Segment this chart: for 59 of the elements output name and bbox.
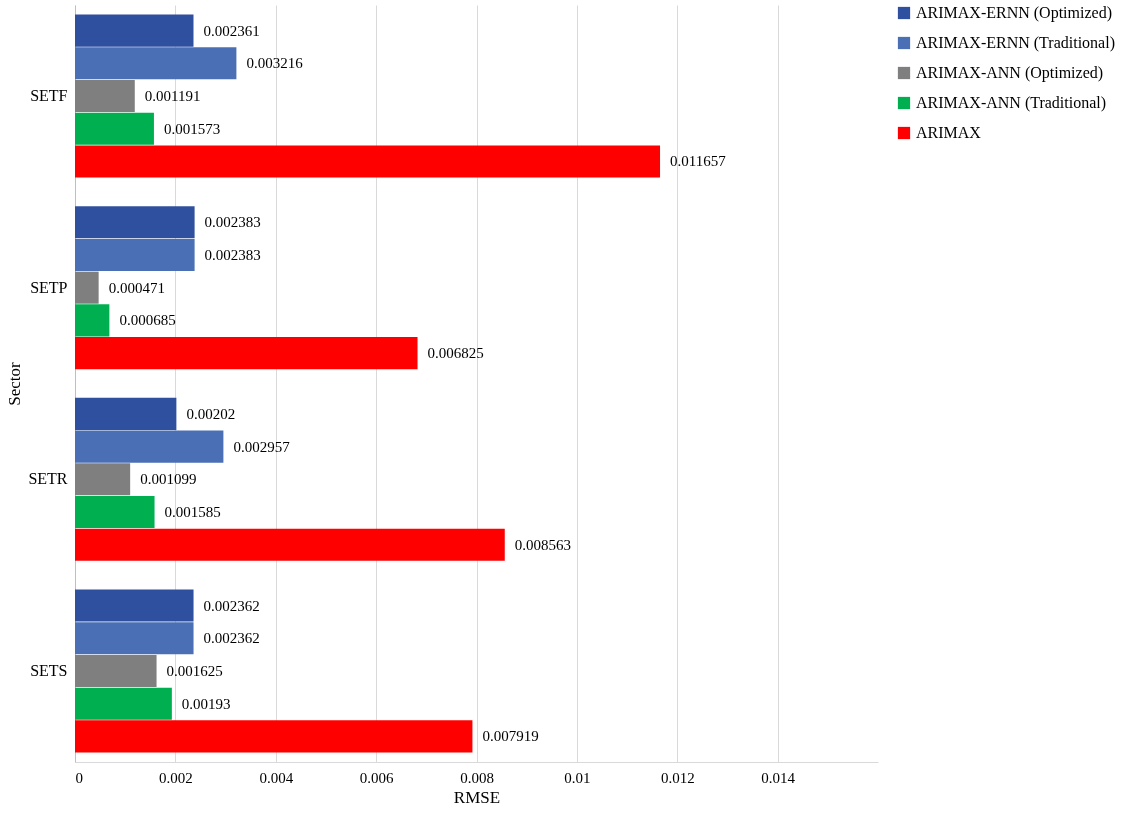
data-label: 0.002362 — [203, 630, 260, 647]
y-tick-label: SETR — [28, 470, 68, 488]
x-tick-label: 0.01 — [564, 769, 591, 786]
x-tick-label: 0.004 — [259, 769, 294, 786]
bar — [75, 589, 194, 622]
y-tick-label: SETS — [30, 661, 68, 679]
bar — [75, 430, 224, 463]
data-label: 0.003216 — [246, 55, 304, 72]
data-label: 0.006825 — [427, 345, 484, 362]
data-label: 0.002957 — [233, 438, 291, 455]
bar — [75, 654, 157, 687]
data-label: 0.001191 — [144, 88, 201, 105]
x-tick-label: 0.014 — [761, 769, 796, 786]
legend-label: ARIMAX-ERNN (Traditional) — [916, 34, 1115, 52]
data-label: 0.002383 — [204, 214, 261, 231]
data-label: 0.000685 — [119, 312, 176, 329]
bar — [75, 687, 172, 720]
data-label: 0.000471 — [108, 279, 165, 296]
data-label: 0.00202 — [186, 405, 236, 422]
bar — [75, 720, 473, 753]
x-tick-label: 0 — [75, 769, 83, 786]
x-tick-label: 0.008 — [460, 769, 494, 786]
data-label: 0.00193 — [181, 695, 231, 712]
bar — [75, 337, 418, 370]
data-label: 0.002361 — [203, 22, 260, 39]
data-label: 0.002362 — [203, 597, 260, 614]
bar — [75, 463, 131, 496]
legend-label: ARIMAX — [916, 124, 982, 141]
bar — [75, 14, 194, 47]
y-axis-title: Sector — [5, 361, 25, 406]
bar — [75, 496, 155, 529]
data-label: 0.008563 — [514, 536, 572, 553]
bar — [75, 304, 110, 337]
data-label: 0.001099 — [140, 471, 197, 488]
legend-label: ARIMAX-ANN (Traditional) — [916, 94, 1107, 112]
x-axis-title: RMSE — [453, 787, 501, 807]
data-label: 0.007919 — [482, 728, 539, 745]
x-tick-label: 0.012 — [660, 769, 695, 786]
bar — [75, 112, 154, 145]
bar — [75, 47, 237, 80]
legend-label: ARIMAX-ANN (Optimized) — [916, 64, 1104, 82]
bar — [75, 528, 505, 561]
data-label: 0.002383 — [204, 246, 261, 263]
data-label: 0.001585 — [164, 504, 221, 521]
bar — [75, 206, 195, 239]
x-tick-label: 0.006 — [359, 769, 394, 786]
bar — [75, 622, 194, 655]
bar — [75, 397, 177, 430]
data-label: 0.001573 — [163, 120, 221, 137]
bar — [75, 145, 661, 178]
y-tick-label: SETP — [30, 278, 68, 296]
bar — [75, 271, 99, 304]
bar — [75, 238, 195, 271]
data-label: 0.011657 — [670, 153, 727, 170]
y-tick-label: SETF — [30, 87, 68, 105]
x-tick-label: 0.002 — [159, 769, 193, 786]
legend-label: ARIMAX-ERNN (Optimized) — [916, 4, 1112, 22]
bar — [75, 80, 135, 113]
data-label: 0.001625 — [166, 662, 223, 679]
